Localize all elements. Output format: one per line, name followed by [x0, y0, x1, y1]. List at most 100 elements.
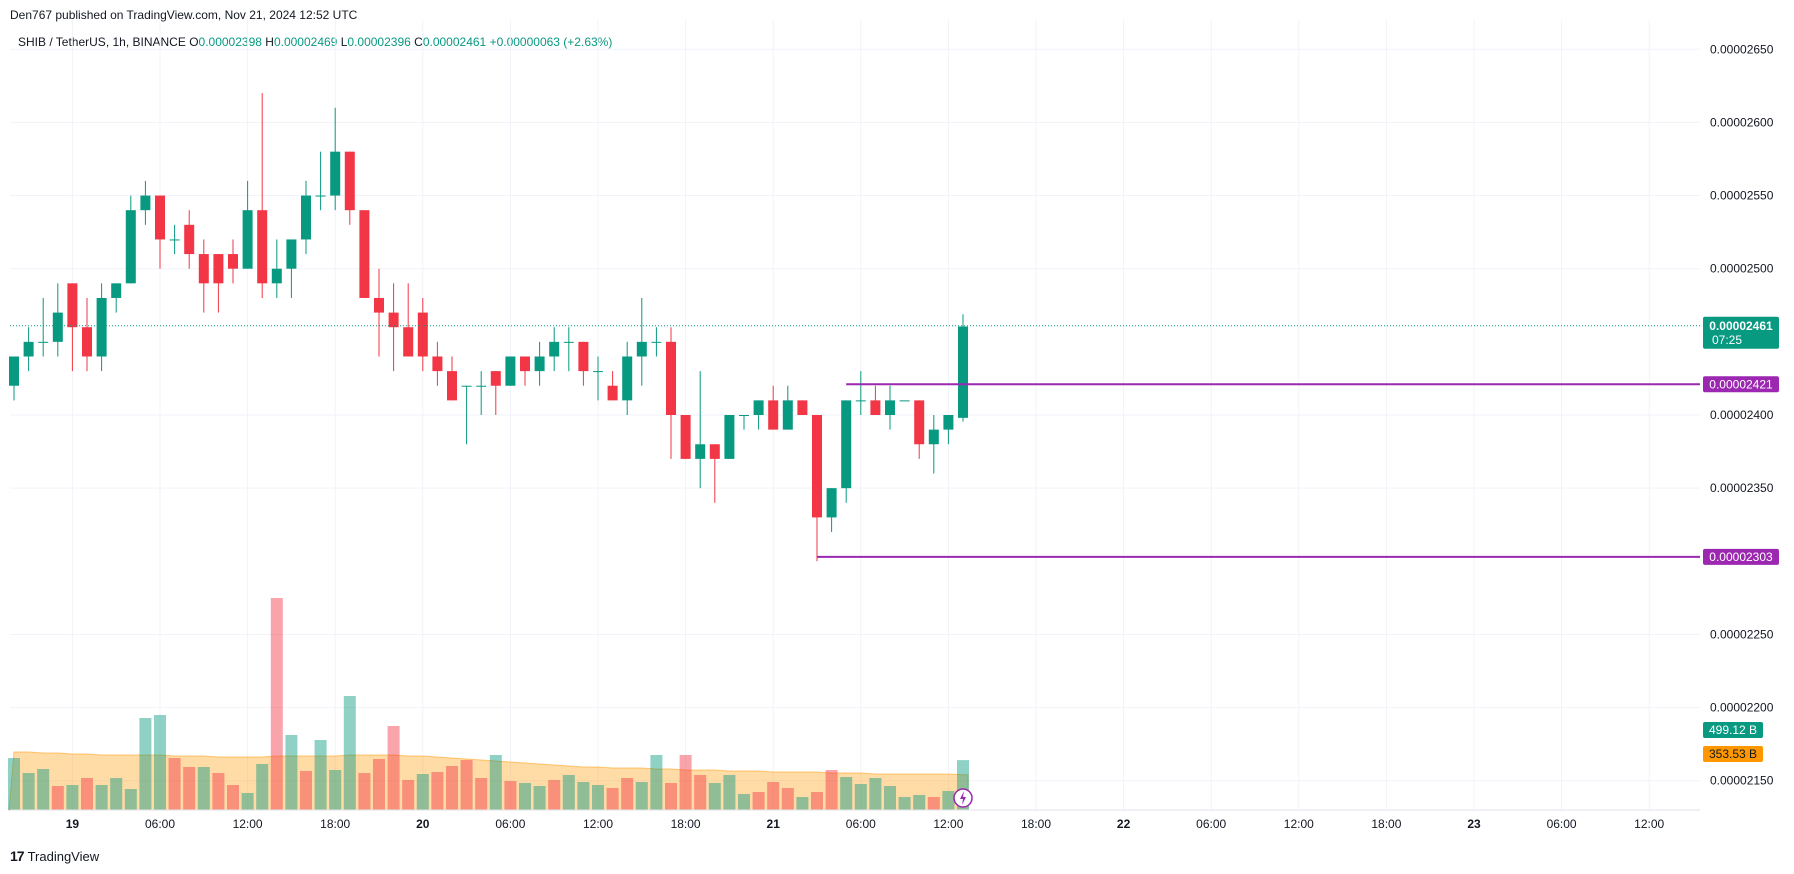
candle-body	[82, 327, 92, 357]
volume-bar	[154, 715, 166, 810]
candle-body	[9, 356, 19, 386]
lightning-glyph	[960, 791, 966, 805]
candle-body	[169, 239, 180, 241]
candle-body	[213, 254, 224, 284]
candle-body	[111, 283, 122, 298]
candle-body	[125, 210, 136, 284]
y-tick-label: 0.00002500	[1710, 262, 1774, 276]
volume-bar	[416, 774, 429, 810]
volume-bar	[124, 789, 137, 810]
candle-body	[870, 400, 881, 415]
candle-body	[855, 400, 866, 402]
volume-bar	[489, 755, 502, 810]
volume-bar	[387, 726, 400, 810]
volume-bar	[592, 785, 604, 810]
symbol-name[interactable]: SHIB / TetherUS, 1h, BINANCE	[18, 35, 186, 49]
candle-body	[432, 356, 443, 372]
level-price-label: 0.00002303	[1709, 550, 1773, 564]
y-tick-label: 0.00002350	[1710, 481, 1774, 495]
candle-body	[943, 415, 954, 430]
volume-bar	[519, 783, 531, 810]
candle-body	[257, 210, 268, 284]
volume-bar	[694, 775, 707, 810]
volume-bar	[606, 788, 619, 810]
volume-bar	[708, 783, 721, 810]
volume-bar	[51, 786, 64, 810]
tradingview-footer[interactable]: 17 TradingView	[10, 848, 99, 864]
candle-body	[505, 356, 516, 386]
volume-bar	[767, 782, 780, 810]
publisher-header: Den767 published on TradingView.com, Nov…	[10, 8, 358, 22]
volume-bar	[358, 773, 371, 810]
candle-body	[622, 356, 633, 401]
candle-body	[520, 356, 530, 372]
x-tick-label: 12:00	[1284, 817, 1314, 831]
volume-bar	[942, 791, 955, 810]
volume-bar	[869, 778, 882, 810]
candle-body	[271, 268, 282, 284]
volume-bar	[37, 769, 50, 810]
volume-bar	[8, 758, 20, 810]
candle-body	[359, 210, 370, 298]
volume-ma-tag	[1703, 746, 1763, 762]
candle-body	[67, 283, 78, 328]
candle-body	[812, 415, 822, 518]
open-value: 0.00002398	[198, 35, 262, 49]
volume-bar	[22, 773, 35, 810]
countdown-label: 07:25	[1712, 333, 1742, 347]
volume-bar	[913, 795, 926, 810]
low-value: 0.00002396	[347, 35, 411, 49]
candle-body	[563, 341, 574, 343]
candles	[9, 93, 968, 562]
volume-bar	[533, 786, 546, 810]
volume-bar	[446, 766, 458, 810]
candle-body	[534, 356, 545, 372]
y-tick-label: 0.00002150	[1710, 774, 1774, 788]
candle-body	[782, 400, 793, 430]
current-price-tag	[1703, 316, 1779, 349]
volume-bar	[504, 781, 517, 810]
level-lines[interactable]	[10, 325, 1700, 558]
y-tick-label: 0.00002200	[1710, 701, 1774, 715]
high-value: 0.00002469	[273, 35, 338, 49]
candle-body	[753, 400, 764, 415]
y-tick-label: 0.00002550	[1710, 189, 1774, 203]
candle-body	[739, 415, 749, 416]
volume-bar	[898, 797, 911, 810]
volume-bar	[562, 775, 575, 810]
volume-bar	[840, 777, 853, 810]
candle-body	[330, 151, 341, 196]
volume-bar	[110, 778, 123, 810]
candle-body	[286, 239, 297, 269]
volume-bar	[825, 770, 838, 810]
volume-bar	[548, 780, 561, 810]
x-tick-label: 12:00	[233, 817, 263, 831]
volume-bar	[811, 792, 823, 810]
volume-bar	[475, 778, 488, 810]
y-tick-label: 0.00002400	[1710, 408, 1774, 422]
candle-body	[607, 385, 618, 401]
candle-body	[578, 341, 589, 372]
volume-bar	[197, 767, 210, 810]
x-tick-label: 18:00	[320, 817, 350, 831]
volume-bar	[212, 773, 225, 810]
volume-bar	[270, 598, 283, 810]
volume-bar	[300, 771, 312, 810]
candle-body	[651, 341, 662, 343]
candle-body	[826, 488, 837, 518]
candle-body	[724, 415, 735, 459]
x-tick-label: 18:00	[1021, 817, 1051, 831]
x-tick-label: 06:00	[846, 817, 876, 831]
candle-body	[666, 341, 676, 415]
chart-grid	[10, 20, 1700, 810]
level-price-tag	[1703, 376, 1779, 393]
candle-body	[242, 210, 253, 269]
candle-body	[301, 195, 311, 240]
volume-bar	[854, 784, 867, 810]
volume-bar	[577, 782, 590, 810]
x-tick-label: 06:00	[495, 817, 525, 831]
candle-body	[899, 400, 910, 402]
x-tick-label: 12:00	[933, 817, 963, 831]
